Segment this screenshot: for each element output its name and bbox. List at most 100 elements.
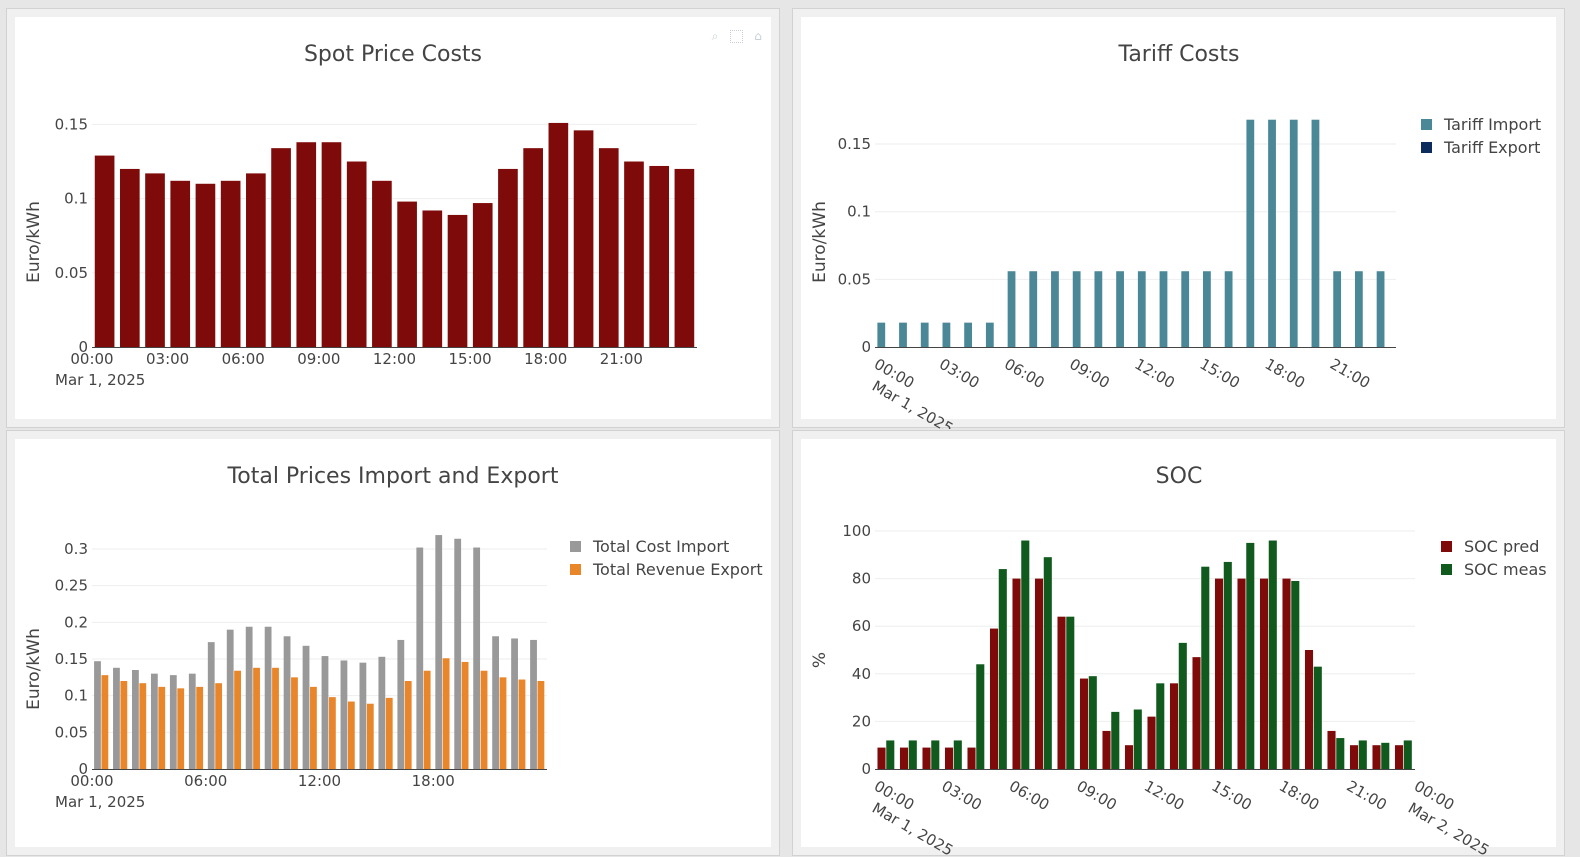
x-tick-label: 12:00 <box>1132 355 1178 392</box>
bar <box>1094 271 1103 347</box>
bar <box>234 670 241 769</box>
y-tick-label: 0.15 <box>55 650 88 668</box>
bar <box>328 697 336 769</box>
bar <box>1181 271 1190 347</box>
bar <box>310 686 317 769</box>
bar <box>442 658 450 769</box>
x-tick-label: 06:00 <box>184 772 227 790</box>
bar <box>1333 271 1342 347</box>
y-axis-label: Euro/kWh <box>810 201 830 283</box>
modebar: ⌕ ⌂ <box>708 29 765 43</box>
bar <box>1079 678 1089 769</box>
bar <box>877 747 886 769</box>
bar <box>624 161 644 347</box>
x-tick-label: 15:00 <box>449 350 492 368</box>
bar <box>922 747 931 769</box>
bar <box>1381 742 1390 769</box>
bar <box>1336 738 1345 769</box>
bar <box>101 675 109 769</box>
total-prices-chart[interactable]: Total Prices Import and Export 0 0.05 0.1 0.… <box>7 431 781 857</box>
bar <box>1192 657 1201 769</box>
bar <box>598 148 619 347</box>
bar <box>422 210 443 347</box>
x-tick-label: 09:00 <box>1066 355 1112 392</box>
y-tick-label: 80 <box>852 570 871 588</box>
legend-swatch <box>1421 142 1432 153</box>
x-date-label: Mar 1, 2025 <box>55 793 145 811</box>
bar <box>296 142 317 347</box>
bar <box>1051 271 1059 347</box>
bar <box>404 681 412 769</box>
bar <box>454 538 462 769</box>
bar <box>1394 745 1404 769</box>
x-tick-label: 06:00 <box>222 350 265 368</box>
legend-label: Total Revenue Export <box>592 560 763 579</box>
bar <box>1224 271 1233 347</box>
bar <box>1169 683 1179 769</box>
bar <box>150 673 158 769</box>
bar <box>321 142 342 347</box>
bar <box>220 180 241 347</box>
legend-swatch <box>1421 119 1432 130</box>
bar <box>1012 578 1021 769</box>
bar <box>1237 578 1246 769</box>
zoom-icon[interactable]: ⌕ <box>711 29 719 43</box>
bar <box>998 569 1007 769</box>
bar <box>480 670 488 769</box>
bar <box>1291 580 1300 769</box>
bar <box>253 667 260 769</box>
bar <box>170 180 191 347</box>
bar <box>1137 271 1146 347</box>
legend-label: Total Cost Import <box>592 537 729 556</box>
chart-title: Total Prices Import and Export <box>227 464 559 489</box>
home-icon[interactable]: ⌂ <box>754 29 762 43</box>
bar <box>1354 271 1363 347</box>
legend-label: Tariff Import <box>1443 115 1541 134</box>
x-date-label: Mar 1, 2025 <box>869 799 956 857</box>
bar <box>1057 616 1066 769</box>
bar <box>1072 271 1081 347</box>
x-tick-label: 21:00 <box>1344 777 1390 814</box>
bar <box>120 681 128 769</box>
bar <box>177 688 185 769</box>
bar <box>967 747 976 769</box>
bar <box>1034 578 1044 769</box>
bar <box>920 322 929 347</box>
bar <box>321 656 329 769</box>
bar <box>953 740 962 769</box>
total-prices-panel: Total Prices Import and Export 0 0.05 0.1 0.… <box>6 430 780 856</box>
x-tick-label: 18:00 <box>524 350 567 368</box>
bar <box>447 214 468 347</box>
bar <box>1088 676 1097 769</box>
bar <box>423 670 431 769</box>
bar <box>1358 740 1367 769</box>
box-select-icon[interactable] <box>730 29 743 43</box>
bar <box>1111 711 1120 769</box>
x-tick-label: 00:00 <box>70 772 113 790</box>
y-axis-label: Euro/kWh <box>24 201 44 283</box>
chart-title: SOC <box>1156 464 1203 489</box>
bar <box>283 636 291 769</box>
bar <box>1029 271 1038 347</box>
y-tick-label: 20 <box>852 712 871 730</box>
y-tick-label: 0 <box>78 338 88 356</box>
bar <box>518 679 526 769</box>
bar <box>944 747 954 769</box>
bar <box>537 681 545 769</box>
bar <box>548 122 569 347</box>
bar <box>499 677 507 769</box>
bar <box>145 173 165 347</box>
bar <box>215 683 223 769</box>
legend-swatch <box>1441 541 1452 552</box>
spot-price-panel: Spot Price Costs 0 0.05 0.1 0.15 Euro/kWh 00:0… <box>6 8 780 428</box>
y-tick-label: 0.15 <box>55 115 88 133</box>
bar <box>1372 745 1381 769</box>
bar <box>246 173 266 347</box>
x-tick-label: 00:00 <box>70 350 113 368</box>
bar <box>942 322 951 347</box>
spot-price-chart[interactable]: Spot Price Costs 0 0.05 0.1 0.15 Euro/kWh 00:0… <box>7 9 781 429</box>
bar <box>291 677 298 769</box>
bar <box>1304 650 1314 769</box>
